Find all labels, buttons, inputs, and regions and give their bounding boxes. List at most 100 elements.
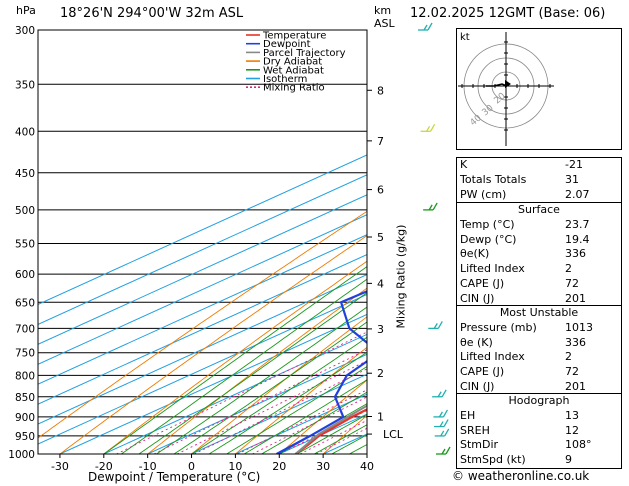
pressure-tick-label: 1000 [8,449,35,461]
isotherm-line [38,154,367,306]
wind-barb [433,409,448,418]
surface-title: Surface [518,203,560,216]
mixing-ratio-axis-title: Mixing Ratio (g/kg) [394,224,408,329]
wet-adiabat [279,403,367,454]
isotherm-line [38,293,367,445]
x-axis-title: Dewpoint / Temperature (°C) [88,470,261,484]
most-unstable-label: CAPE (J) [460,365,505,379]
most-unstable-label: θe (K) [460,335,493,349]
isotherm-line [38,214,367,365]
wet-adiabat [261,391,367,454]
most-unstable-row: CAPE (J) 72 [457,365,621,380]
surface-label: Temp (°C) [460,217,515,231]
hodograph-table: Hodograph EH 13 SREH 12 StmDir 108° StmSpd (kt)… [456,393,622,469]
pressure-tick-label: 550 [15,238,35,250]
legend-entry: Isotherm [263,74,307,85]
dry-adiabat [147,287,367,454]
indices-table: K -21 Totals Totals 31 PW (cm) 2.07 [456,157,622,204]
isotherm-line [38,254,367,405]
most-unstable-value: 72 [565,365,579,379]
wet-adiabat [138,292,367,454]
height-km-label: 4 [377,277,384,290]
wind-barb [420,123,436,132]
x-tick-label: 20 [272,460,286,473]
legend-entry: Dewpoint [263,39,311,50]
dry-adiabat [235,346,367,454]
surface-value: 72 [565,276,579,290]
pressure-tick-label: 800 [15,370,35,382]
hodo-label: StmSpd (kt) [460,453,526,467]
surface-value: 201 [565,291,586,305]
hodo-label: SREH [460,423,490,437]
isotherm-line [147,353,367,454]
hodo-title: Hodograph [508,394,570,407]
height-km-label: 2 [377,367,384,380]
dry-adiabat [279,379,367,454]
height-km-label: 8 [377,84,384,97]
most-unstable-value: 2 [565,350,572,364]
isotherm-line [38,194,367,345]
isotherm-line [38,234,367,385]
wind-barb [432,389,447,398]
parcel-trajectory-profile [294,404,367,454]
most-unstable-label: Lifted Index [460,350,525,364]
plot-frame [37,29,368,455]
index-label: K [460,158,468,171]
index-row: K -21 [457,158,621,173]
wind-barb [428,321,443,330]
pressure-tick-label: 650 [15,297,35,309]
wet-adiabat [103,266,367,454]
surface-value: 2 [565,262,572,276]
pressure-tick-label: 900 [15,412,35,424]
isotherm-line [38,174,367,325]
most-unstable-table: Most Unstable Pressure (mb) 1013 θe (K) 336 L… [456,305,622,396]
hodograph-unit-label: kt [460,32,470,43]
x-tick-label: 0 [188,460,195,473]
wet-adiabat [156,306,367,454]
surface-row: θe(K) 336 [457,247,621,262]
isotherm-line [191,373,367,454]
km-label: km [374,4,392,17]
index-label: PW (cm) [460,187,507,201]
wet-adiabat [173,321,367,454]
pressure-tick-label: 700 [15,323,35,335]
most-unstable-value: 1013 [565,320,593,334]
surface-table: Surface Temp (°C) 23.7 Dewp (°C) 19.4 θe(K) 33… [456,202,622,308]
height-km-label: 3 [377,323,384,336]
surface-value: 19.4 [565,232,590,246]
most-unstable-row: Lifted Index 2 [457,350,621,365]
legend-entry: Dry Adiabat [263,57,322,68]
pressure-tick-label: 400 [15,126,35,138]
most-unstable-label: Pressure (mb) [460,320,537,334]
height-km-label: 6 [377,184,384,197]
pressure-tick-label: 300 [15,25,35,37]
surface-row: Dewp (°C) 19.4 [457,233,621,248]
pressure-tick-label: 350 [15,79,35,91]
wind-barb [434,428,450,437]
x-tick-label: 10 [228,460,242,473]
lcl-label: LCL [383,428,404,441]
pressure-tick-label: 750 [15,348,35,360]
height-km-label: 1 [377,411,384,424]
x-tick-label: 40 [360,460,374,473]
most-unstable-title: Most Unstable [499,306,579,319]
most-unstable-label: CIN (J) [460,379,495,393]
wind-barb [436,446,451,455]
index-label: Totals Totals [460,172,527,186]
hodo-row: EH 13 [457,409,621,424]
wet-adiabat [226,366,367,454]
index-value: -21 [565,158,583,171]
dry-adiabat [191,316,367,454]
hodo-value: 108° [565,438,592,452]
surface-label: CAPE (J) [460,276,505,290]
wet-adiabat [191,336,367,454]
dewpoint-profile [276,290,367,454]
legend-entry: Temperature [262,31,326,42]
index-row: PW (cm) 2.07 [457,188,621,203]
index-value: 2.07 [565,187,590,201]
isotherm-line [59,313,367,454]
most-unstable-value: 336 [565,335,586,349]
pressure-tick-label: 950 [15,431,35,443]
